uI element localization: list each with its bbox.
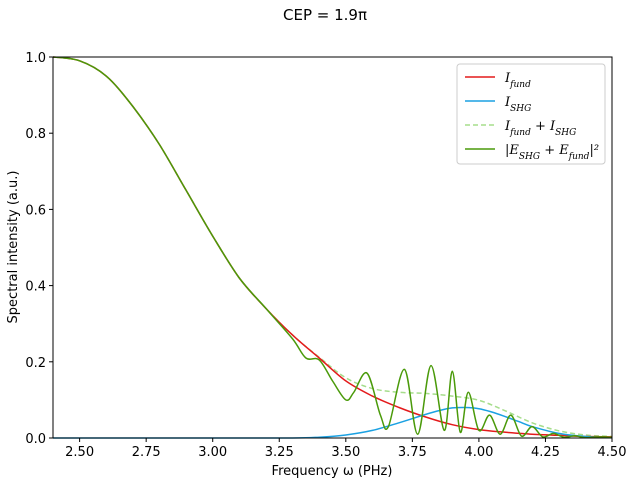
legend-entry-i-fund: Ifund xyxy=(465,71,531,90)
legend-label: |ESHG + Efund|² xyxy=(505,143,599,162)
x-tick-label: 3.75 xyxy=(398,445,427,460)
legend-label: ISHG xyxy=(504,95,531,114)
chart-title: CEP = 1.9π xyxy=(283,6,367,24)
y-axis-label: Spectral intensity (a.u.) xyxy=(6,171,21,324)
x-tick-label: 4.25 xyxy=(531,445,560,460)
y-tick-label: 1.0 xyxy=(25,51,46,66)
x-tick-label: 2.75 xyxy=(132,445,161,460)
x-tick-label: 4.00 xyxy=(464,445,493,460)
x-axis-label: Frequency ω (PHz) xyxy=(272,464,393,479)
x-tick-label: 4.50 xyxy=(598,445,627,460)
legend-entry-i-sum: Ifund + ISHG xyxy=(465,119,576,138)
y-tick-label: 0.6 xyxy=(25,203,46,218)
y-axis-ticks: 0.0 0.2 0.4 0.6 0.8 1.0 xyxy=(25,51,53,447)
x-tick-label: 2.50 xyxy=(65,445,94,460)
x-tick-label: 3.00 xyxy=(198,445,227,460)
legend: Ifund ISHG Ifund + ISHG |ESHG + Efund|² xyxy=(456,63,606,165)
y-tick-label: 0.0 xyxy=(25,432,46,447)
legend-box xyxy=(456,63,606,165)
y-tick-label: 0.4 xyxy=(25,280,46,295)
x-tick-label: 3.50 xyxy=(331,445,360,460)
x-axis-ticks: 2.50 2.75 3.00 3.25 3.50 3.75 4.00 4.25 4.50 xyxy=(65,438,626,460)
legend-label: Ifund xyxy=(504,71,531,90)
x-tick-label: 3.25 xyxy=(265,445,294,460)
y-tick-label: 0.8 xyxy=(25,127,46,142)
legend-entry-i-shg: ISHG xyxy=(465,95,531,114)
legend-entry-coherent-sum: |ESHG + Efund|² xyxy=(465,143,599,162)
series-line-coherent-sum xyxy=(52,56,613,439)
y-tick-label: 0.2 xyxy=(25,356,46,371)
legend-label: Ifund + ISHG xyxy=(504,119,576,138)
plot-frame xyxy=(52,56,613,439)
